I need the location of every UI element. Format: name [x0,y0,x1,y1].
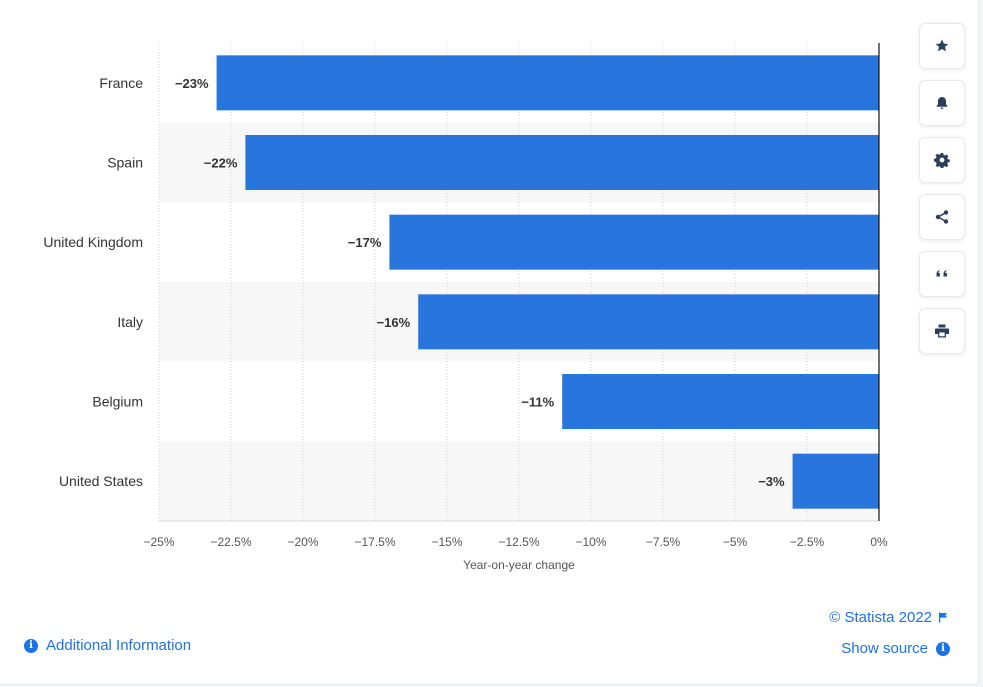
x-axis-title: Year-on-year change [463,558,575,572]
category-label: Italy [117,314,143,330]
bar [418,294,879,350]
share-icon [935,210,949,224]
data-label: −16% [377,315,411,330]
x-tick-label: −20% [287,535,318,549]
bar [389,214,879,270]
x-tick-label: −17.5% [354,535,395,549]
cite-button[interactable] [919,251,965,297]
x-tick-label: −22.5% [210,535,251,549]
print-button[interactable] [919,308,965,354]
star-icon [935,39,949,52]
x-tick-label: −2.5% [790,535,825,549]
category-label: Spain [107,155,143,171]
copyright-text: © Statista 2022 [829,609,932,626]
additional-information-link[interactable]: i Additional Information [24,637,191,654]
data-label: −11% [521,395,554,410]
bar [792,453,879,509]
category-label: United States [59,473,143,489]
data-label: −17% [348,235,382,250]
show-source-link[interactable]: Show source i [841,640,950,657]
bar [245,135,879,190]
data-label: −22% [204,156,238,171]
chart-toolbar [919,23,965,365]
info-icon: i [936,641,950,656]
statista-copyright-link[interactable]: © Statista 2022 [829,609,948,626]
category-label: France [99,75,143,91]
x-tick-label: −12.5% [498,535,539,549]
bar-chart: France −23% Spain −22% United Kingdom −17% Ita… [43,43,888,572]
settings-button[interactable] [919,137,965,183]
share-button[interactable] [919,194,965,240]
data-label: −3% [758,474,785,489]
gear-icon [934,153,950,168]
additional-information-label: Additional Information [46,637,192,654]
flag-icon [939,612,947,623]
x-tick-label: −7.5% [646,535,681,549]
notification-button[interactable] [919,80,965,126]
x-tick-label: −25% [143,535,174,549]
data-label: −23% [175,76,209,91]
show-source-label: Show source [841,640,928,657]
printer-icon [935,324,949,338]
bar [216,55,880,111]
category-label: United Kingdom [43,234,143,250]
x-tick-label: −15% [431,535,462,549]
favorite-button[interactable] [919,23,965,69]
bell-icon [936,97,948,109]
category-label: Belgium [92,394,143,410]
x-tick-label: 0% [870,535,888,549]
info-icon: i [24,638,38,653]
x-tick-label: −10% [575,535,606,549]
x-tick-label: −5% [723,535,748,549]
bar [562,374,879,429]
quote-icon [936,270,947,277]
